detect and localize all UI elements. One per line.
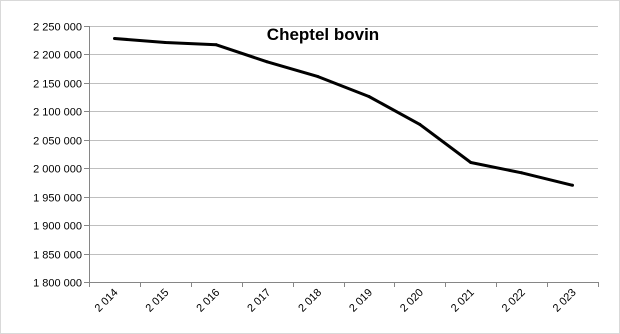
x-tick-labels: 2 014 2 015 2 016 2 017 2 018 2 019 2 020 2 021… (93, 287, 579, 315)
x-tick-label: 2 023 (551, 287, 579, 315)
gridlines (89, 26, 598, 255)
data-point (367, 95, 371, 98)
data-point (418, 122, 422, 126)
y-tick-labels: 1 800 000 1 850 000 1 900 000 1 950 000 2 00… (33, 22, 82, 290)
data-point (163, 41, 167, 44)
axes (84, 26, 599, 287)
x-tick-label: 2 021 (449, 287, 477, 315)
data-point (571, 183, 574, 187)
data-point (113, 37, 116, 40)
data-point (214, 43, 218, 47)
y-tick-label: 2 100 000 (33, 107, 82, 119)
x-tick-label: 2 020 (398, 287, 426, 315)
y-tick-label: 2 150 000 (33, 79, 82, 91)
x-tick-label: 2 018 (296, 287, 324, 315)
y-tick-label: 2 200 000 (33, 50, 82, 62)
x-tick-label: 2 016 (194, 287, 222, 315)
data-point (469, 161, 473, 164)
y-tick-label: 1 900 000 (33, 221, 82, 233)
y-tick-label: 2 000 000 (33, 164, 82, 176)
series-line (114, 37, 573, 187)
x-tick-label: 2 017 (245, 287, 273, 315)
data-point (316, 75, 320, 79)
data-point (265, 60, 269, 64)
y-tick-label: 1 950 000 (33, 193, 82, 205)
y-tick-label: 1 850 000 (33, 250, 82, 262)
x-tick-label: 2 015 (144, 287, 172, 315)
y-tick-label: 2 250 000 (33, 22, 82, 34)
x-tick-label: 2 019 (347, 287, 375, 315)
y-tick-label: 1 800 000 (33, 278, 82, 290)
x-tick-label: 2 022 (500, 287, 528, 315)
series-layer (113, 37, 574, 187)
y-tick-label: 2 050 000 (33, 136, 82, 148)
data-point (520, 171, 524, 175)
x-tick-label: 2 014 (93, 287, 121, 315)
chart-title: Cheptel bovin (267, 25, 379, 44)
